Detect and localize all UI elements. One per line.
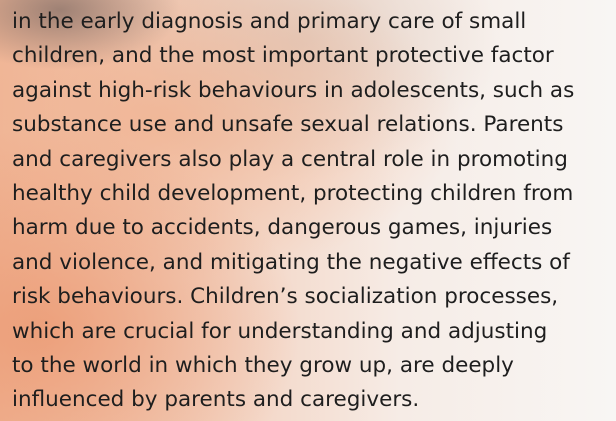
text-line: risk behaviours. Children’s socializatio… [12,280,616,314]
text-line: against high-risk behaviours in adolesce… [12,74,616,108]
paragraph: in the early diagnosis and primary care … [12,5,616,418]
text-line: healthy child development, protecting ch… [12,177,616,211]
text-line: influenced by parents and caregivers. [12,383,616,417]
text-line: children, and the most important protect… [12,39,616,73]
page: in the early diagnosis and primary care … [0,0,616,421]
text-line: which are crucial for understanding and … [12,315,616,349]
text-line: in the early diagnosis and primary care … [12,5,616,39]
text-line: and caregivers also play a central role … [12,143,616,177]
text-line: harm due to accidents, dangerous games, … [12,211,616,245]
text-line: to the world in which they grow up, are … [12,349,616,383]
text-line: and violence, and mitigating the negativ… [12,246,616,280]
text-line: substance use and unsafe sexual relation… [12,108,616,142]
